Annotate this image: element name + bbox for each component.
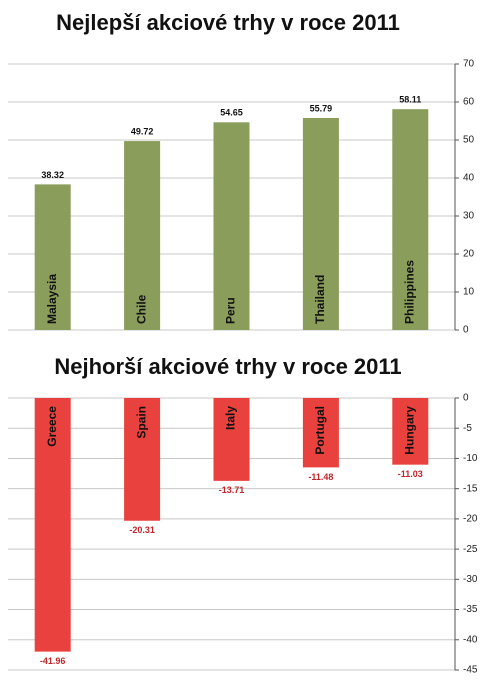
category-label: Spain (134, 406, 148, 439)
value-label: 58.11 (399, 95, 421, 105)
y-tick-label: 50 (463, 135, 475, 146)
y-tick-label: -40 (463, 634, 478, 645)
category-label: Peru (224, 297, 238, 324)
value-label: 54.65 (220, 108, 243, 118)
y-tick-label: -10 (463, 453, 478, 464)
value-label: 49.72 (131, 126, 154, 136)
bar (124, 141, 161, 330)
y-tick-label: -5 (463, 423, 472, 434)
value-label: -11.03 (398, 469, 423, 479)
category-label: Italy (224, 406, 238, 430)
value-label: 38.32 (41, 170, 64, 180)
category-label: Malaysia (45, 274, 59, 324)
y-tick-label: -15 (463, 483, 478, 494)
y-tick-label: -30 (463, 574, 478, 585)
value-label: -20.31 (129, 525, 155, 535)
category-label: Portugal (313, 406, 327, 455)
bar (213, 122, 250, 330)
y-tick-label: 60 (463, 97, 475, 108)
category-label: Thailand (313, 275, 327, 324)
chart-title: Nejhorší akciové trhy v roce 2011 (54, 354, 401, 379)
value-label: 55.79 (310, 103, 333, 113)
bar (302, 398, 339, 468)
y-tick-label: 10 (463, 287, 475, 298)
y-tick-label: -25 (463, 544, 478, 555)
y-tick-label: 20 (463, 249, 475, 260)
category-label: Hungary (402, 406, 416, 455)
y-tick-label: 30 (463, 211, 475, 222)
value-label: -13.71 (219, 485, 245, 495)
bar (213, 398, 250, 481)
bar (392, 398, 429, 465)
bar (34, 398, 71, 652)
bar (34, 184, 71, 330)
bar (392, 109, 429, 330)
category-label: Philippines (402, 260, 416, 324)
value-label: -41.96 (40, 656, 66, 666)
category-label: Chile (134, 294, 148, 324)
value-label: -11.48 (308, 472, 333, 482)
category-label: Greece (45, 406, 59, 447)
bar (302, 117, 339, 330)
bar (124, 398, 161, 521)
y-tick-label: -45 (463, 665, 478, 676)
y-tick-label: 40 (463, 173, 475, 184)
y-tick-label: -20 (463, 514, 478, 525)
y-tick-label: -35 (463, 604, 478, 615)
y-tick-label: 70 (463, 59, 475, 70)
y-tick-label: 0 (463, 325, 469, 336)
chart-title: Nejlepší akciové trhy v roce 2011 (56, 10, 400, 35)
y-tick-label: 0 (463, 393, 469, 404)
